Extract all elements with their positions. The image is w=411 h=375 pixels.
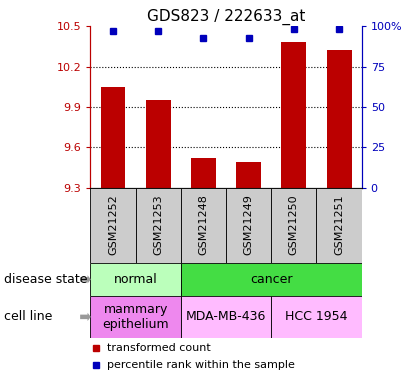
- Text: GSM21249: GSM21249: [244, 195, 254, 255]
- Title: GDS823 / 222633_at: GDS823 / 222633_at: [147, 9, 305, 25]
- Text: MDA-MB-436: MDA-MB-436: [186, 310, 266, 323]
- Text: percentile rank within the sample: percentile rank within the sample: [107, 360, 295, 369]
- Bar: [271, 296, 362, 338]
- Text: GSM21253: GSM21253: [153, 195, 163, 255]
- Text: GSM21248: GSM21248: [199, 195, 208, 255]
- Bar: [136, 188, 181, 262]
- Bar: [282, 42, 306, 188]
- Text: GSM21251: GSM21251: [334, 195, 344, 255]
- Bar: [146, 100, 171, 188]
- Bar: [191, 158, 216, 188]
- Bar: [236, 162, 261, 188]
- Text: GSM21252: GSM21252: [108, 195, 118, 255]
- Bar: [181, 262, 362, 296]
- Text: cell line: cell line: [4, 310, 53, 323]
- Bar: [316, 188, 362, 262]
- Text: normal: normal: [114, 273, 157, 286]
- Text: GSM21250: GSM21250: [289, 195, 299, 255]
- Text: mammary
epithelium: mammary epithelium: [102, 303, 169, 331]
- Bar: [226, 188, 271, 262]
- Bar: [181, 296, 271, 338]
- Text: disease state: disease state: [4, 273, 88, 286]
- Text: HCC 1954: HCC 1954: [285, 310, 348, 323]
- Bar: [101, 87, 125, 188]
- Bar: [90, 296, 181, 338]
- Text: transformed count: transformed count: [107, 343, 210, 353]
- Bar: [181, 188, 226, 262]
- Text: cancer: cancer: [250, 273, 293, 286]
- Bar: [90, 262, 181, 296]
- Bar: [327, 51, 351, 188]
- Bar: [90, 188, 136, 262]
- Bar: [271, 188, 316, 262]
